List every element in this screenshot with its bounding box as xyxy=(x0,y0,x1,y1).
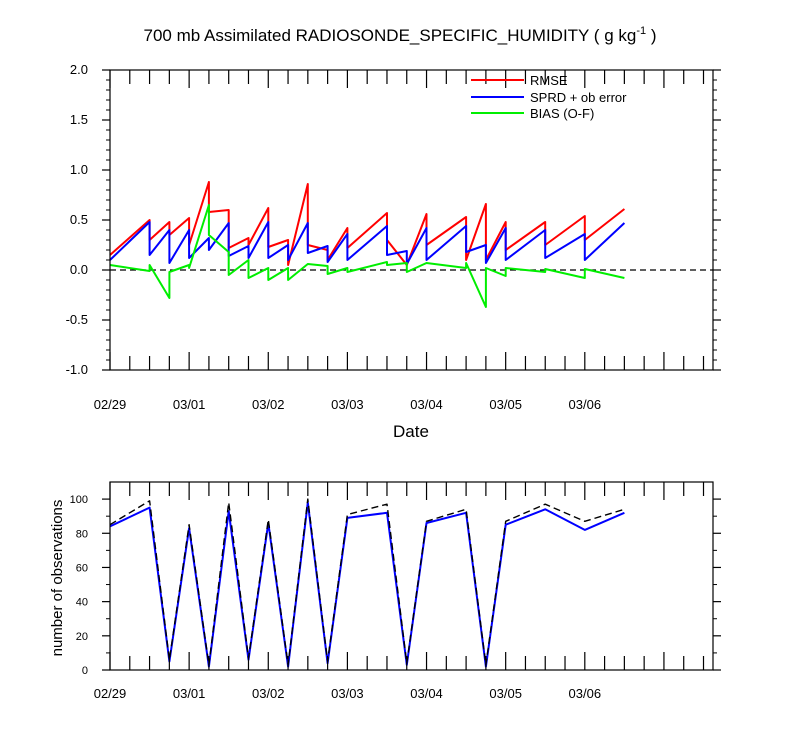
bottom-x-tick-label: 03/03 xyxy=(331,686,364,701)
top-legend: RMSE SPRD + ob error BIAS (O-F) xyxy=(471,73,627,121)
top-series-line-2 xyxy=(109,204,625,308)
bottom-x-tick-label: 03/05 xyxy=(489,686,522,701)
bottom-series-group xyxy=(109,498,625,668)
legend-label-bias: BIAS (O-F) xyxy=(530,106,594,121)
top-panel: -1.0 -0.5 0.0 0.5 1.0 1.5 2.0 02/29 03/01 03/02 03… xyxy=(66,62,721,441)
top-x-tick-label: 03/06 xyxy=(569,397,602,412)
top-x-tick-label: 02/29 xyxy=(94,397,127,412)
bottom-panel: 0 20 40 60 80 100 02/29 03/01 03/02 03/03 03/04 03/… xyxy=(49,481,721,701)
top-y-tick-label: 1.0 xyxy=(70,162,88,177)
top-y-tick-label: 2.0 xyxy=(70,62,88,77)
bottom-y-axis-label: number of observations xyxy=(49,500,66,657)
bottom-y-tick-label: 40 xyxy=(76,597,88,609)
top-series-group xyxy=(109,181,713,308)
bottom-x-tick-label: 03/04 xyxy=(410,686,443,701)
top-x-tick-label: 03/01 xyxy=(173,397,206,412)
bottom-series-line-0 xyxy=(109,501,625,668)
chart-title-main: 700 mb Assimilated RADIOSONDE_SPECIFIC_H… xyxy=(144,26,637,45)
bottom-axes: 0 20 40 60 80 100 02/29 03/01 03/02 03/03 03/04 03/… xyxy=(70,482,721,701)
bottom-y-tick-label: 60 xyxy=(76,562,88,574)
top-x-tick-label: 03/05 xyxy=(489,397,522,412)
chart-title: 700 mb Assimilated RADIOSONDE_SPECIFIC_H… xyxy=(144,25,657,45)
top-x-tick-label: 03/04 xyxy=(410,397,443,412)
top-series-line-0 xyxy=(109,181,626,266)
bottom-x-tick-label: 03/01 xyxy=(173,686,206,701)
top-y-tick-label: 0.5 xyxy=(70,212,88,227)
top-x-tick-label: 03/03 xyxy=(331,397,364,412)
bottom-y-tick-label: 80 xyxy=(76,528,88,540)
top-series-line-1 xyxy=(109,221,626,265)
top-y-tick-label: -1.0 xyxy=(66,362,88,377)
bottom-y-tick-label: 0 xyxy=(82,665,88,677)
top-y-tick-label: 1.5 xyxy=(70,112,88,127)
chart-title-exponent: -1 xyxy=(636,25,646,37)
bottom-x-tick-label: 02/29 xyxy=(94,686,127,701)
bottom-y-tick-label: 100 xyxy=(70,494,88,506)
top-plot-frame xyxy=(109,69,714,371)
bottom-plot-frame xyxy=(109,481,714,671)
top-x-axis-label: Date xyxy=(393,422,429,441)
bottom-y-tick-label: 20 xyxy=(76,631,88,643)
top-x-tick-label: 03/02 xyxy=(252,397,285,412)
bottom-x-tick-label: 03/02 xyxy=(252,686,285,701)
top-y-tick-label: -0.5 xyxy=(66,312,88,327)
top-axes: -1.0 -0.5 0.0 0.5 1.0 1.5 2.0 02/29 03/01 03/02 03… xyxy=(66,62,721,412)
bottom-x-tick-label: 03/06 xyxy=(569,686,602,701)
bottom-series-line-1 xyxy=(109,498,625,666)
chart-title-close: ) xyxy=(646,26,656,45)
legend-label-rmse: RMSE xyxy=(530,73,568,88)
legend-label-sprd: SPRD + ob error xyxy=(530,90,627,105)
top-y-tick-label: 0.0 xyxy=(70,262,88,277)
